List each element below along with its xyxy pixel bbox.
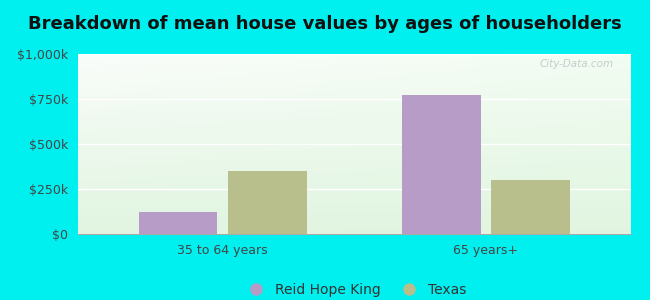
Text: City-Data.com: City-Data.com bbox=[540, 59, 614, 69]
Bar bbox=[228, 171, 307, 234]
Text: Breakdown of mean house values by ages of householders: Breakdown of mean house values by ages o… bbox=[28, 15, 622, 33]
Bar bbox=[138, 212, 218, 234]
Bar bbox=[491, 180, 570, 234]
Legend: Reid Hope King, Texas: Reid Hope King, Texas bbox=[237, 278, 472, 300]
Bar bbox=[402, 94, 480, 234]
